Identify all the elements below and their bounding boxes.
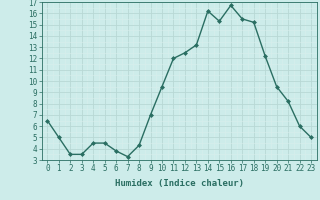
X-axis label: Humidex (Indice chaleur): Humidex (Indice chaleur) [115,179,244,188]
